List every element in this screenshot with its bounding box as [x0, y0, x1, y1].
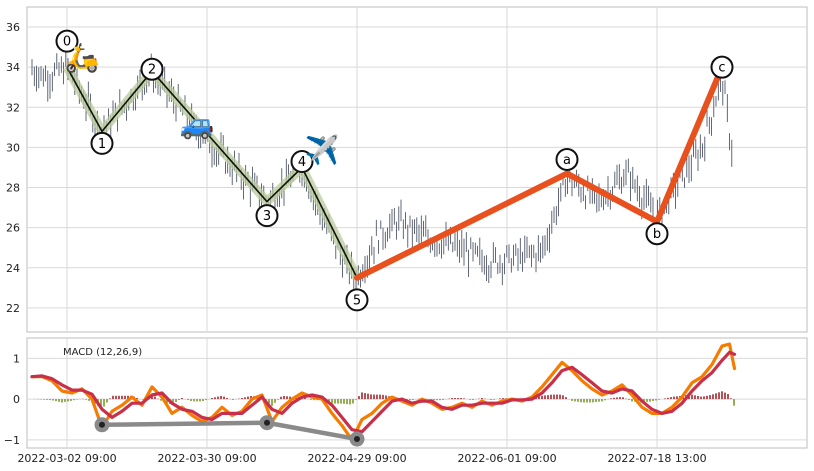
wave-label: b: [645, 222, 669, 246]
wave-label-text: c: [718, 61, 725, 76]
macd-title: MACD (12,26,9): [63, 347, 142, 358]
x-tick-label: 2022-04-29 09:00: [307, 452, 406, 465]
price-y-tick-label: 24: [6, 262, 20, 275]
wave-label-text: 3: [263, 209, 271, 224]
macd-y-tick-label: 0: [13, 393, 20, 406]
corrective-wave-line: [354, 64, 725, 281]
price-y-tick-label: 30: [6, 141, 20, 154]
wave-label: 0: [55, 29, 79, 53]
price-y-tick-label: 28: [6, 182, 20, 195]
wave-label-circle: [555, 147, 579, 171]
x-tick-label: 2022-07-18 13:00: [607, 452, 706, 465]
wave-label-circle: [55, 29, 79, 53]
macd-y-axis: −1 0 1: [4, 352, 20, 446]
price-y-axis: 22 24 26 28 30 32 34 36: [6, 21, 20, 315]
wave-label: 1: [90, 131, 114, 155]
wave-marker-icon: 🚙: [180, 107, 215, 140]
wave-label-circle: [290, 149, 314, 173]
price-panel-frame: [26, 6, 808, 333]
wave-label-text: 1: [98, 137, 106, 152]
wave-label-circle: [90, 131, 114, 155]
price-gridlines: [27, 7, 807, 332]
impulse-wave-line: [66, 66, 358, 279]
wave-label-text: 0: [63, 35, 71, 50]
price-y-tick-label: 34: [6, 61, 20, 74]
wave-label-text: 5: [353, 293, 361, 308]
wave-markers: 🛵 🚙 ✈️: [65, 41, 340, 166]
macd-y-tick-label: 1: [13, 352, 20, 365]
macd-divergence: [94, 415, 365, 447]
wave-label-text: b: [653, 227, 661, 242]
x-tick-label: 2022-03-02 09:00: [17, 452, 116, 465]
wave-label-circle: [710, 55, 734, 79]
wave-label-circle: [140, 57, 164, 81]
price-y-tick-label: 32: [6, 101, 20, 114]
price-y-tick-label: 36: [6, 21, 20, 34]
wave-label: 5: [345, 288, 369, 312]
wave-marker-icon: ✈️: [305, 132, 340, 166]
wave-label-text: 2: [148, 63, 156, 78]
wave-label-text: a: [563, 153, 571, 168]
wave-label: 3: [255, 204, 279, 228]
wave-marker-icon: 🛵: [65, 41, 100, 74]
macd-divergence-dot: [99, 421, 105, 428]
price-y-tick-label: 26: [6, 222, 20, 235]
wave-labels: 0 1 2 3 4 5 a b c: [55, 29, 734, 312]
x-tick-label: 2022-03-30 09:00: [157, 452, 256, 465]
x-tick-label: 2022-06-01 09:00: [457, 452, 556, 465]
wave-label-circle: [255, 204, 279, 228]
macd-y-tick-label: −1: [4, 434, 20, 447]
wave-label: a: [555, 147, 579, 171]
macd-lines: [30, 342, 737, 442]
macd-divergence-dot: [354, 436, 360, 443]
wave-label-text: 4: [298, 155, 306, 170]
wave-label: c: [710, 55, 734, 79]
wave-lines: [63, 64, 725, 281]
price-y-tick-label: 22: [6, 302, 20, 315]
macd-gridlines: [27, 338, 807, 448]
wave-label: 4: [290, 149, 314, 173]
macd-series-macd: [30, 342, 737, 442]
macd-series-signal: [30, 350, 737, 434]
wave-label-circle: [645, 222, 669, 246]
macd-divergence-dot: [264, 419, 270, 426]
x-axis: 2022-03-02 09:00 2022-03-30 09:00 2022-04-…: [17, 452, 706, 465]
wave-label-circle: [345, 288, 369, 312]
macd-panel: −1 0 1 MACD (12,26,9): [4, 337, 808, 449]
wave-label: 2: [140, 57, 164, 81]
